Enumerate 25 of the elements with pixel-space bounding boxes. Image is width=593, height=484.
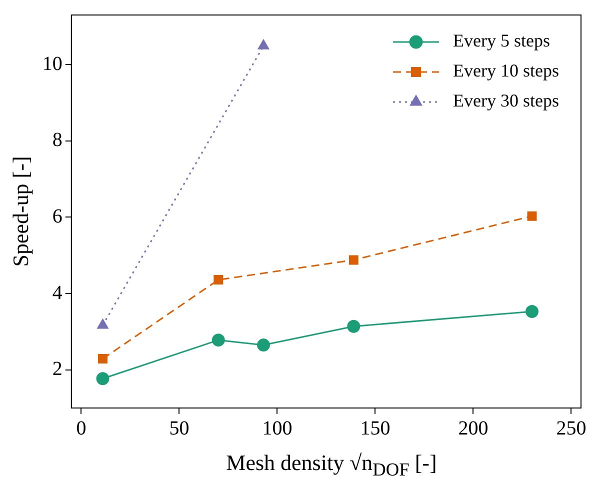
point [347,320,360,333]
y-tick-label: 2 [52,358,62,380]
x-tick-label: 100 [262,417,292,440]
x-tick-label: 250 [556,417,586,440]
point [526,304,538,318]
y-tick-label: 8 [52,129,62,152]
point [348,255,358,265]
point [214,275,224,285]
x-tick-label: 0 [76,417,86,440]
point [212,334,225,347]
point [527,211,537,221]
x-tick-label: 150 [360,417,390,440]
y-tick-label: 4 [52,282,62,304]
x-tick-label: 200 [458,417,488,440]
y-axis-title: Speed-up [-] [8,156,33,267]
point [98,354,108,364]
legend-label: Every 10 steps [453,60,560,81]
point [256,338,270,352]
x-axis-title: Mesh density √n$_{DOF}$ [-] [225,450,438,480]
x-tick-label: 50 [169,417,190,440]
legend-label: Every 30 steps [453,90,560,111]
point [96,372,110,386]
y-tick-label: 6 [52,205,62,228]
legend-label: Every 5 steps [453,30,550,51]
y-tick-label: 10 [42,52,62,75]
